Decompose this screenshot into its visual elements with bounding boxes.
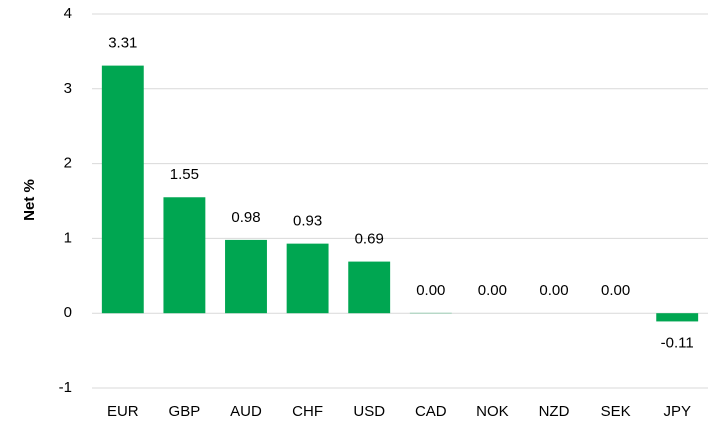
bar xyxy=(163,197,206,314)
x-tick-label: AUD xyxy=(230,403,262,420)
data-label: 0.00 xyxy=(478,282,507,299)
data-label: 0.98 xyxy=(231,209,260,226)
data-label: 0.93 xyxy=(293,213,322,230)
x-tick-label: USD xyxy=(353,403,385,420)
bar xyxy=(348,261,391,314)
bar xyxy=(225,239,267,314)
x-tick-label: CAD xyxy=(415,403,447,420)
data-label: 0.00 xyxy=(416,282,445,299)
bar xyxy=(101,65,144,314)
x-tick-label: SEK xyxy=(601,403,631,420)
x-tick-label: NOK xyxy=(476,403,509,420)
y-tick-label: 0 xyxy=(64,304,72,321)
bar xyxy=(286,243,329,314)
y-tick-label: -1 xyxy=(59,379,72,396)
data-label: -0.11 xyxy=(661,334,694,351)
x-tick-label: EUR xyxy=(107,403,139,420)
x-tick-label: CHF xyxy=(292,403,323,420)
y-tick-label: 3 xyxy=(64,80,72,97)
data-label: 3.31 xyxy=(108,35,137,52)
bar xyxy=(656,313,699,322)
data-label: 0.00 xyxy=(601,282,630,299)
y-tick-label: 4 xyxy=(64,5,72,22)
data-label: 1.55 xyxy=(170,166,199,183)
x-tick-label: GBP xyxy=(169,403,201,420)
x-tick-label: JPY xyxy=(663,403,691,420)
data-label: 0.69 xyxy=(355,231,384,248)
x-tick-label: NZD xyxy=(539,403,570,420)
y-tick-label: 1 xyxy=(64,229,72,246)
data-label: 0.00 xyxy=(539,282,568,299)
y-tick-label: 2 xyxy=(64,155,72,172)
y-axis-label: Net % xyxy=(21,179,38,221)
